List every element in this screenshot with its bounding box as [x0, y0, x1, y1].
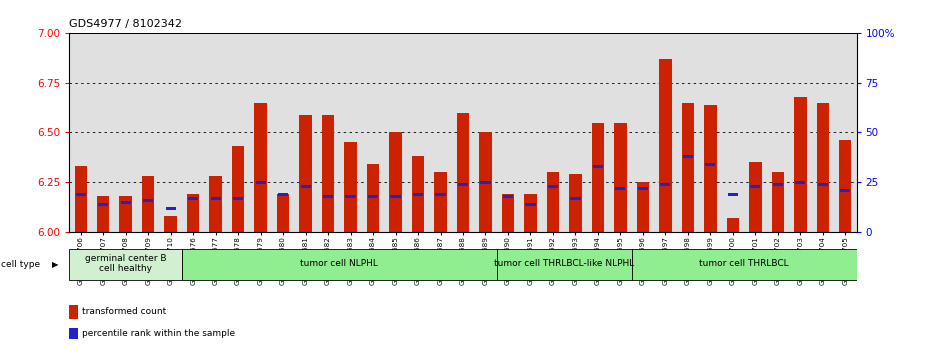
Bar	[795, 181, 806, 184]
Text: GDS4977 / 8102342: GDS4977 / 8102342	[69, 19, 182, 29]
Bar	[616, 187, 625, 189]
Bar	[727, 218, 739, 232]
Bar	[187, 194, 199, 232]
Text: tumor cell THRLBCL-like NLPHL: tumor cell THRLBCL-like NLPHL	[494, 259, 634, 268]
Bar	[706, 163, 716, 166]
Bar	[592, 122, 604, 232]
Bar	[481, 181, 491, 184]
Bar	[728, 193, 738, 196]
Bar	[548, 185, 558, 188]
Text: cell type: cell type	[1, 260, 40, 269]
Bar	[525, 203, 535, 205]
Bar	[682, 155, 693, 158]
Bar	[166, 207, 176, 209]
Bar	[233, 197, 244, 200]
Bar	[97, 196, 109, 232]
Bar	[144, 199, 153, 201]
Bar	[256, 181, 266, 184]
Bar	[69, 249, 181, 280]
Bar	[570, 197, 581, 200]
Bar	[278, 193, 288, 196]
Bar	[165, 216, 177, 232]
Bar	[74, 166, 87, 232]
Bar	[659, 58, 671, 232]
Bar	[632, 249, 857, 280]
Text: tumor cell NLPHL: tumor cell NLPHL	[300, 259, 378, 268]
Bar	[367, 164, 380, 232]
Bar	[434, 172, 446, 232]
Bar	[682, 102, 694, 232]
Bar	[593, 165, 603, 168]
Bar	[502, 194, 514, 232]
Bar	[457, 113, 469, 232]
Bar	[120, 201, 131, 204]
Bar	[389, 132, 402, 232]
Text: percentile rank within the sample: percentile rank within the sample	[82, 329, 235, 338]
Bar	[322, 115, 334, 232]
Bar	[299, 115, 312, 232]
Bar	[391, 195, 401, 197]
Bar	[749, 163, 761, 232]
Bar	[69, 305, 78, 319]
Bar	[188, 197, 198, 200]
Bar	[496, 249, 632, 280]
Bar	[412, 156, 424, 232]
Text: germinal center B
cell healthy: germinal center B cell healthy	[85, 254, 167, 273]
Bar	[277, 194, 289, 232]
Bar	[368, 195, 378, 197]
Bar	[795, 97, 807, 232]
Bar	[301, 185, 310, 188]
Bar	[704, 105, 717, 232]
Bar	[76, 193, 86, 196]
Bar	[637, 182, 649, 232]
Bar	[413, 193, 423, 196]
Bar	[181, 249, 496, 280]
Text: transformed count: transformed count	[82, 307, 167, 317]
Bar	[232, 147, 244, 232]
Bar	[435, 193, 445, 196]
Bar	[323, 195, 333, 197]
Bar	[209, 176, 222, 232]
Bar	[69, 328, 78, 339]
Bar	[569, 174, 582, 232]
Bar	[524, 194, 537, 232]
Bar	[818, 183, 828, 185]
Bar	[480, 132, 492, 232]
Bar	[750, 185, 760, 188]
Bar	[345, 195, 356, 197]
Bar	[98, 203, 108, 205]
Bar	[210, 197, 220, 200]
Text: tumor cell THRLBCL: tumor cell THRLBCL	[699, 259, 789, 268]
Bar	[614, 122, 627, 232]
Bar	[458, 183, 468, 185]
Bar	[344, 142, 357, 232]
Text: ▶: ▶	[52, 260, 58, 269]
Bar	[638, 187, 648, 189]
Bar	[255, 102, 267, 232]
Bar	[840, 189, 850, 192]
Bar	[503, 195, 513, 197]
Bar	[142, 176, 155, 232]
Bar	[660, 183, 670, 185]
Bar	[119, 196, 131, 232]
Bar	[546, 172, 559, 232]
Bar	[773, 183, 782, 185]
Bar	[817, 102, 829, 232]
Bar	[771, 172, 784, 232]
Bar	[839, 140, 852, 232]
